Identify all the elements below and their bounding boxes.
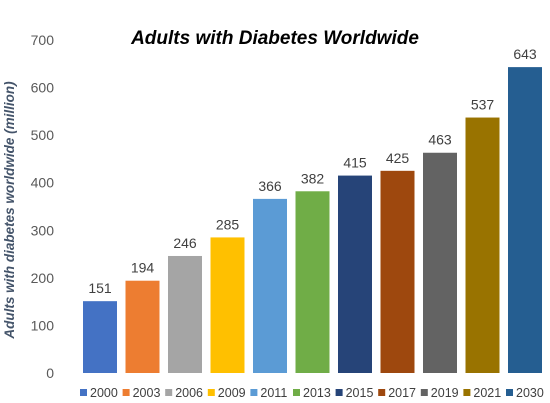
legend-label-2011: 2011 (260, 386, 287, 400)
data-label-2006: 246 (173, 235, 197, 251)
legend-swatch-2009 (207, 389, 215, 396)
legend-label-2006: 2006 (175, 386, 203, 400)
bar-2015 (338, 175, 372, 373)
legend-label-2003: 2003 (133, 386, 161, 400)
legend: 2000 2003 2006 2009 2011 2013 2015 2017 2019 2021… (80, 386, 544, 400)
legend-swatch-2003 (122, 389, 130, 396)
legend-swatch-2019 (420, 389, 428, 396)
legend-swatch-2013 (293, 389, 300, 396)
bar-2003 (125, 280, 160, 373)
bar-2009 (210, 237, 245, 373)
data-label-2000: 151 (88, 280, 112, 296)
bar-2000 (83, 301, 117, 373)
bars (83, 67, 542, 373)
legend-label-2000: 2000 (90, 386, 118, 400)
y-tick-label: 300 (31, 222, 55, 238)
legend-swatch-2021 (463, 389, 471, 396)
data-label-2030: 643 (513, 46, 537, 62)
data-label-2011: 366 (258, 178, 282, 194)
y-tick-label: 100 (31, 317, 55, 333)
legend-label-2013: 2013 (303, 386, 331, 400)
data-labels: 151 194 246 285 366 382 415 425 463 537 643 (88, 46, 537, 296)
y-tick-label: 500 (31, 127, 55, 143)
legend-swatch-2011 (250, 389, 258, 396)
chart-title: Adults with Diabetes Worldwide (131, 28, 419, 49)
bar-2006 (168, 255, 202, 373)
legend-swatch-2015 (335, 389, 343, 396)
bar-2030 (508, 67, 542, 373)
legend-label-2015: 2015 (346, 386, 374, 400)
y-tick-label: 600 (31, 80, 55, 96)
y-axis-ticks: 0 100 200 300 400 500 600 700 (31, 32, 55, 381)
data-label-2021: 537 (471, 97, 495, 113)
legend-swatch-2017 (378, 389, 386, 396)
data-label-2003: 194 (131, 260, 155, 276)
legend-label-2021: 2021 (473, 386, 501, 400)
y-tick-label: 200 (31, 270, 55, 286)
legend-label-2030: 2030 (516, 386, 544, 400)
y-tick-label: 400 (31, 175, 55, 191)
legend-label-2017: 2017 (388, 386, 416, 400)
bar-2013 (295, 191, 330, 373)
legend-label-2009: 2009 (218, 386, 246, 400)
legend-swatch-2000 (80, 389, 87, 396)
data-label-2009: 285 (216, 216, 240, 232)
y-tick-label: 700 (31, 32, 55, 48)
legend-label-2019: 2019 (431, 386, 459, 400)
data-label-2015: 415 (343, 155, 367, 171)
legend-swatch-2006 (165, 389, 173, 396)
bar-2021 (465, 117, 500, 373)
data-label-2017: 425 (386, 150, 410, 166)
bar-2011 (253, 198, 287, 373)
y-axis-title: Adults with diabetes worldwide (million) (2, 81, 17, 340)
legend-swatch-2030 (506, 389, 513, 396)
bar-2019 (423, 152, 457, 373)
data-label-2013: 382 (301, 170, 325, 186)
data-label-2019: 463 (428, 132, 452, 148)
bar-2017 (380, 170, 415, 373)
y-tick-label: 0 (46, 365, 54, 381)
